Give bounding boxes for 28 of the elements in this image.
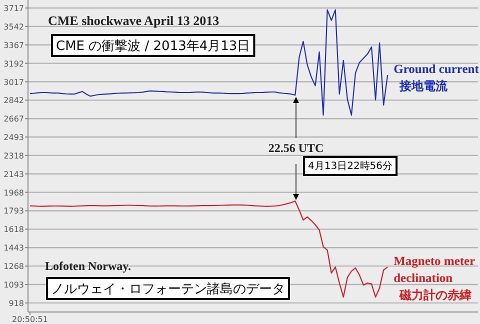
- y-tick-label: 1618: [4, 225, 24, 234]
- y-tick-label: 1968: [4, 188, 24, 198]
- y-tick-label: 2493: [4, 132, 24, 142]
- y-tick-label: 1443: [4, 244, 24, 253]
- annotation: Lofoten Norway.: [45, 259, 131, 273]
- y-tick-label: 3717: [4, 4, 24, 14]
- y-tick-label: 1793: [4, 206, 24, 216]
- x-tick-label: 20:50:51: [12, 315, 48, 324]
- text: CME の衝撃波 / 2013年4月13日: [56, 39, 250, 54]
- y-tick-label: 3017: [4, 78, 24, 87]
- y-tick-label: 2842: [4, 96, 24, 106]
- series-label: Magneto meter declination 磁力計の赤緯: [394, 254, 476, 302]
- line-series: [29, 9, 388, 116]
- line-series: [29, 200, 388, 298]
- text: CME shockwave April 13 2013: [48, 13, 220, 28]
- y-tick-label: 1093: [4, 280, 24, 290]
- annotation: 4月13日22時56分: [308, 160, 393, 172]
- annotation: ノルウェイ・ロフォーテン諸島のデータ: [51, 282, 285, 297]
- annotation: 22.56 UTC: [268, 141, 324, 155]
- y-tick-label: 3367: [4, 40, 24, 50]
- series-label: Ground current 接地電流: [394, 62, 480, 94]
- y-tick-label: 2667: [4, 114, 24, 124]
- y-tick-label: 2143: [4, 170, 24, 179]
- y-tick-label: 3542: [4, 22, 24, 32]
- y-tick-label: 3192: [4, 59, 24, 68]
- y-tick-label: 918: [8, 298, 24, 308]
- y-tick-label: 2318: [4, 151, 24, 160]
- y-tick-label: 1268: [4, 262, 24, 272]
